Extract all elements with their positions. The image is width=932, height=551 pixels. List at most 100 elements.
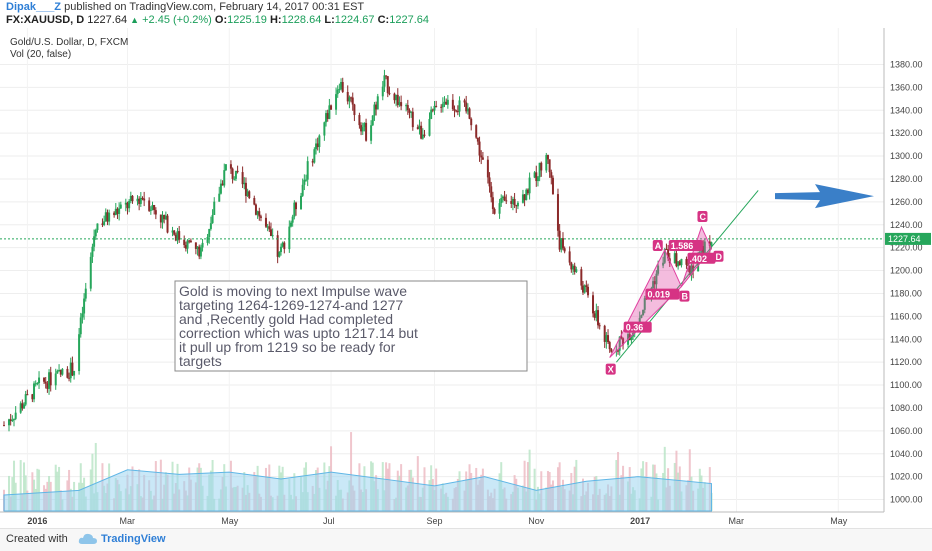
candle-body bbox=[36, 383, 39, 385]
y-tick-label: 1040.00 bbox=[890, 449, 923, 459]
candle-body bbox=[587, 286, 590, 296]
candle-body bbox=[351, 97, 354, 105]
candle-body bbox=[83, 298, 86, 314]
target-arrow-icon[interactable] bbox=[775, 184, 874, 209]
candle-body bbox=[198, 246, 201, 257]
triangle-up-icon: ▲ bbox=[130, 15, 140, 25]
candle-body bbox=[106, 212, 109, 222]
x-tick-label: Mar bbox=[119, 516, 135, 526]
ohlc-line: FX:XAUUSD, D 1227.64 ▲ +2.45 (+0.2%) O:1… bbox=[6, 14, 429, 26]
open-label: O: bbox=[214, 14, 228, 26]
candle-body bbox=[166, 215, 169, 233]
candle-body bbox=[114, 208, 117, 216]
annotation-box[interactable]: Gold is moving to next Impulse wavetarge… bbox=[174, 280, 528, 372]
candle-body bbox=[38, 377, 41, 384]
candle-body bbox=[505, 200, 508, 202]
candle-body bbox=[640, 315, 643, 318]
candle-body bbox=[44, 381, 47, 384]
candle-body bbox=[96, 223, 99, 231]
candle-body bbox=[465, 102, 468, 112]
ratio-label: 1.586 bbox=[671, 241, 694, 251]
candle-body bbox=[229, 164, 232, 169]
candle-body bbox=[306, 161, 309, 180]
candle-body bbox=[561, 238, 564, 249]
y-tick-label: 1180.00 bbox=[890, 288, 922, 298]
candle-body bbox=[406, 105, 409, 111]
candle-body bbox=[281, 242, 284, 247]
volume-ma-area bbox=[3, 469, 712, 512]
candle-body bbox=[571, 265, 574, 270]
volume-bar bbox=[523, 460, 526, 511]
candle-body bbox=[546, 155, 549, 160]
candle-body bbox=[221, 183, 224, 186]
candle-body bbox=[348, 97, 351, 102]
annotation-line: Gold is moving to next Impulse wave bbox=[179, 283, 407, 299]
candle-body bbox=[618, 336, 621, 351]
created-with-label: Created with bbox=[6, 533, 68, 545]
candle-body bbox=[161, 215, 164, 223]
tradingview-link[interactable]: TradingView bbox=[101, 533, 166, 545]
candle-body bbox=[136, 198, 139, 202]
annotation-line: it pull up from 1219 so be ready for bbox=[179, 339, 396, 355]
y-tick-label: 1060.00 bbox=[890, 426, 923, 436]
candle-body bbox=[176, 231, 179, 241]
candle-body bbox=[323, 122, 326, 136]
volume-bar bbox=[38, 469, 41, 511]
candle-body bbox=[126, 202, 129, 209]
published-text: published on TradingView.com, February 1… bbox=[64, 1, 365, 13]
price-chart[interactable]: X A B C D 0.36 0.019 1.586 .402 Gold is moving t… bbox=[0, 28, 932, 528]
candle-body bbox=[420, 125, 423, 139]
candle-body bbox=[143, 198, 146, 201]
candle-body bbox=[31, 394, 34, 400]
candle-body bbox=[523, 194, 526, 201]
candle-body bbox=[433, 105, 436, 111]
candle-body bbox=[34, 383, 37, 385]
author-link[interactable]: Dipak___Z bbox=[6, 1, 62, 13]
pattern-point-d: D bbox=[715, 252, 722, 262]
y-tick-label: 1160.00 bbox=[890, 311, 922, 321]
y-tick-label: 1100.00 bbox=[890, 380, 922, 390]
candle-body bbox=[550, 172, 553, 178]
candle-body bbox=[526, 189, 529, 194]
last-price: 1227.64 bbox=[87, 14, 128, 26]
candle-body bbox=[560, 238, 563, 250]
candle-body bbox=[375, 104, 378, 110]
candle-body bbox=[440, 106, 443, 108]
candle-body bbox=[570, 262, 573, 270]
close-value: 1227.64 bbox=[389, 14, 429, 26]
close-label: C: bbox=[377, 14, 390, 26]
candle-body bbox=[535, 172, 538, 182]
volume-bar bbox=[688, 449, 691, 511]
candle-body bbox=[685, 258, 688, 265]
candle-body bbox=[326, 113, 329, 119]
trendline[interactable] bbox=[615, 190, 759, 363]
candle-body bbox=[196, 246, 199, 249]
candle-body bbox=[188, 240, 191, 242]
x-tick-label: Jul bbox=[323, 516, 335, 526]
candle-body bbox=[642, 309, 645, 316]
candle-body bbox=[441, 103, 444, 108]
candle-body bbox=[3, 425, 5, 427]
candle-body bbox=[248, 191, 251, 199]
volume-bar bbox=[58, 466, 61, 511]
candle-body bbox=[154, 210, 157, 215]
candle-body bbox=[256, 211, 259, 215]
candle-body bbox=[393, 93, 396, 101]
volume-bar bbox=[79, 463, 82, 511]
candle-body bbox=[493, 208, 496, 214]
candle-body bbox=[353, 104, 356, 116]
high-label: H: bbox=[269, 14, 282, 26]
candle-body bbox=[373, 104, 376, 116]
candle-body bbox=[610, 349, 613, 352]
candle-body bbox=[710, 242, 713, 247]
candle-body bbox=[174, 234, 177, 241]
harmonic-pattern[interactable]: X A B C D 0.36 0.019 1.586 .402 bbox=[605, 211, 724, 375]
change-value: +2.45 (+0.2%) bbox=[142, 14, 212, 26]
candle-body bbox=[116, 208, 119, 214]
candle-body bbox=[486, 159, 489, 178]
x-tick-label: Mar bbox=[729, 516, 745, 526]
candle-body bbox=[667, 249, 670, 259]
candle-body bbox=[183, 239, 186, 246]
candle-body bbox=[73, 371, 76, 376]
candle-body bbox=[118, 208, 121, 214]
